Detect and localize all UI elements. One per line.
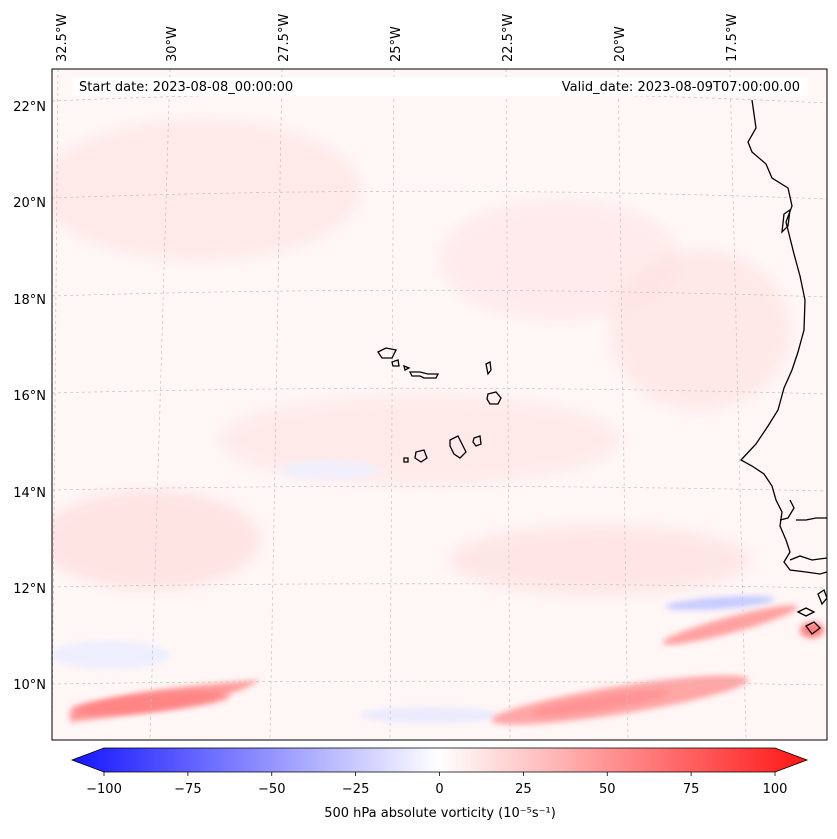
vorticity-positive-coast-tip <box>800 622 824 638</box>
latitude-ticks: 22°N 20°N 18°N 16°N 14°N 12°N 10°N <box>13 100 46 693</box>
lat-tick-label: 14°N <box>13 486 46 501</box>
vorticity-field <box>52 120 824 725</box>
valid-date-label: Valid_date: 2023-08-09T07:00:00.00 <box>562 80 800 95</box>
lat-tick-label: 18°N <box>13 293 46 308</box>
colorbar-title: 500 hPa absolute vorticity (10⁻⁵s⁻¹) <box>324 806 556 821</box>
field-patch <box>220 395 620 485</box>
colorbar-tick-label: −100 <box>86 782 122 797</box>
field-patch-negative <box>280 460 380 480</box>
colorbar-bar <box>70 747 809 773</box>
island-maio <box>472 435 482 447</box>
lon-tick-label: 17.5°W <box>725 14 740 62</box>
colorbar-tick-label: 25 <box>515 782 532 797</box>
field-patch-negative <box>52 641 170 669</box>
island-sal <box>485 361 492 376</box>
island-brava <box>403 457 409 463</box>
date-info-bar <box>72 77 808 96</box>
coast-detail <box>796 607 816 617</box>
colorbar-tick-label: −50 <box>258 782 285 797</box>
gridlines <box>52 69 827 740</box>
colorbar-tick-label: 0 <box>435 782 443 797</box>
coast-detail <box>781 208 791 234</box>
field-patch <box>52 120 360 260</box>
vorticity-band-southeast-core <box>530 690 670 716</box>
island-sao-nicolau <box>408 371 440 379</box>
lat-tick-label: 16°N <box>13 389 46 404</box>
lat-tick-label: 10°N <box>13 678 46 693</box>
island-santo-antao <box>377 347 397 359</box>
map-frame <box>51 68 828 741</box>
field-patch <box>440 200 680 320</box>
longitude-ticks: 32.5°W 30°W 27.5°W 25°W 22.5°W 20°W 17.5… <box>55 14 740 62</box>
coast-detail <box>779 499 827 521</box>
island-fogo <box>414 449 428 463</box>
lon-tick-label: 32.5°W <box>55 14 70 62</box>
colorbar: −100 −75 −50 −25 0 25 50 75 100 <box>70 747 809 797</box>
coast-detail <box>805 621 821 635</box>
colorbar-ticks: −100 −75 −50 −25 0 25 50 75 100 <box>86 772 787 797</box>
lon-tick-label: 30°W <box>165 26 180 62</box>
field-patch <box>52 490 260 590</box>
lon-tick-label: 22.5°W <box>501 14 516 62</box>
lon-tick-label: 25°W <box>389 26 404 62</box>
coast-detail <box>817 589 827 606</box>
colorbar-tick-label: −25 <box>342 782 369 797</box>
africa-coastline <box>739 99 827 575</box>
colorbar-tick-label: 75 <box>683 782 700 797</box>
island-santiago <box>449 435 467 459</box>
coast-detail <box>789 555 827 561</box>
vorticity-negative-coastal <box>665 595 775 611</box>
map-panel: Start date: 2023-08-08_00:00:00 Valid_da… <box>51 68 828 741</box>
island-boa-vista <box>486 391 502 405</box>
vorticity-band-southwest-core <box>70 691 230 715</box>
lat-tick-label: 22°N <box>13 100 46 115</box>
lat-tick-label: 20°N <box>13 196 46 211</box>
field-patch <box>450 525 750 595</box>
field-patch-negative <box>360 707 500 723</box>
colorbar-tick-label: 100 <box>763 782 788 797</box>
colorbar-tick-label: −75 <box>174 782 201 797</box>
colorbar-tick-label: 50 <box>599 782 616 797</box>
island-sao-vicente <box>391 359 400 367</box>
start-date-label: Start date: 2023-08-08_00:00:00 <box>79 80 293 95</box>
vorticity-band-coastal <box>662 605 798 645</box>
field-patch <box>610 250 790 410</box>
lon-tick-label: 20°W <box>613 26 628 62</box>
lon-tick-label: 27.5°W <box>277 14 292 62</box>
lat-tick-label: 12°N <box>13 582 46 597</box>
coastlines <box>377 99 827 635</box>
island-santa-luzia <box>403 364 411 371</box>
